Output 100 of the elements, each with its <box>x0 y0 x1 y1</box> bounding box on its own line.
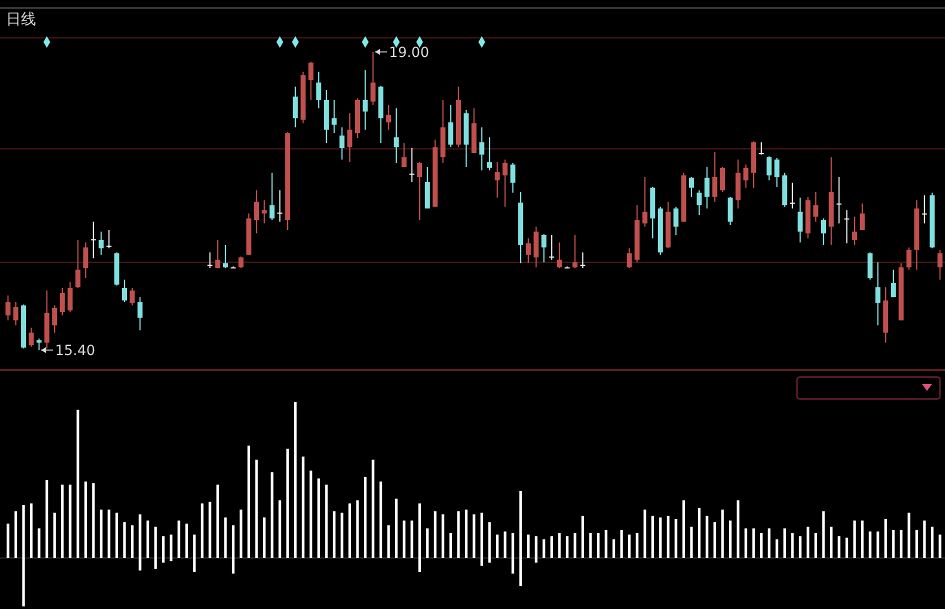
candlestick <box>122 279 127 303</box>
candlestick <box>332 99 337 134</box>
candlestick <box>417 161 422 221</box>
candlestick <box>510 162 516 194</box>
bar <box>496 534 499 558</box>
candlestick <box>347 112 352 163</box>
candlestick <box>386 104 392 130</box>
candlestick <box>712 152 718 202</box>
candlestick <box>277 190 282 222</box>
bar <box>434 511 436 558</box>
bar <box>108 510 110 558</box>
candlestick <box>448 104 454 148</box>
candlestick <box>541 234 546 263</box>
bar <box>402 520 406 558</box>
bar <box>130 525 134 558</box>
bar <box>332 511 336 558</box>
bar <box>791 533 794 558</box>
candlestick <box>339 126 344 160</box>
candlestick <box>696 190 702 216</box>
bar <box>838 536 840 558</box>
bar <box>542 539 546 558</box>
bar <box>729 520 732 558</box>
bar <box>589 533 592 558</box>
bar <box>581 516 584 558</box>
bar <box>84 482 87 558</box>
candlestick <box>890 269 896 298</box>
bar <box>806 526 810 558</box>
bar <box>53 512 56 558</box>
bar <box>464 510 468 558</box>
bar <box>240 510 242 558</box>
candlestick <box>798 197 803 244</box>
candlestick <box>138 296 143 331</box>
candlestick <box>626 248 632 269</box>
candlestick <box>642 176 648 228</box>
annotation: 15.40 <box>55 343 96 360</box>
bar <box>659 517 662 558</box>
bar <box>915 530 918 558</box>
candlestick <box>720 166 726 192</box>
bar <box>908 512 910 558</box>
candlestick <box>292 86 298 128</box>
bar <box>278 500 282 558</box>
bar <box>356 500 359 558</box>
bar <box>830 526 833 558</box>
bar <box>938 534 942 558</box>
chart-title: 日线 <box>6 10 36 28</box>
bar <box>558 533 561 558</box>
candlestick <box>479 126 484 171</box>
candlestick <box>215 239 220 269</box>
bar <box>930 526 934 558</box>
bar <box>612 539 616 558</box>
bar <box>387 525 390 558</box>
candlestick <box>766 156 772 181</box>
annotation: 19.00 <box>389 44 430 61</box>
candlestick <box>28 327 34 348</box>
candlestick <box>362 70 368 130</box>
bar <box>768 528 770 558</box>
bar <box>636 533 638 558</box>
bar <box>270 472 274 558</box>
bar <box>185 524 188 558</box>
bar <box>170 534 172 558</box>
bar <box>263 517 266 558</box>
candlestick <box>130 287 135 306</box>
bar <box>666 516 670 558</box>
candlestick <box>572 234 578 269</box>
bar <box>410 520 414 558</box>
bar <box>6 524 10 558</box>
bar <box>900 530 902 558</box>
bar <box>876 531 880 558</box>
bar <box>892 530 895 558</box>
bar <box>853 520 856 558</box>
bar <box>861 520 864 558</box>
candlestick <box>494 161 500 198</box>
bar <box>380 482 382 558</box>
bar <box>698 508 701 558</box>
candlestick <box>394 108 399 164</box>
candlestick <box>821 218 826 246</box>
bar <box>682 500 685 558</box>
bar <box>100 510 102 558</box>
bar <box>30 503 33 558</box>
bar <box>744 528 748 558</box>
bar <box>115 512 118 558</box>
candlestick <box>308 61 314 101</box>
bar <box>61 484 64 558</box>
bar <box>364 476 367 558</box>
bar <box>68 484 72 558</box>
bar <box>566 536 568 558</box>
bar <box>923 520 926 558</box>
candlestick <box>52 304 58 334</box>
candlestick <box>875 262 880 326</box>
bar <box>92 483 95 558</box>
bar <box>706 516 708 558</box>
bar <box>713 522 716 558</box>
bar <box>798 536 802 558</box>
candlestick <box>790 182 795 210</box>
bar <box>644 510 646 558</box>
bar <box>628 534 631 558</box>
bar <box>426 528 429 558</box>
bar <box>846 538 848 558</box>
candlestick <box>556 242 562 269</box>
bar <box>449 533 452 558</box>
